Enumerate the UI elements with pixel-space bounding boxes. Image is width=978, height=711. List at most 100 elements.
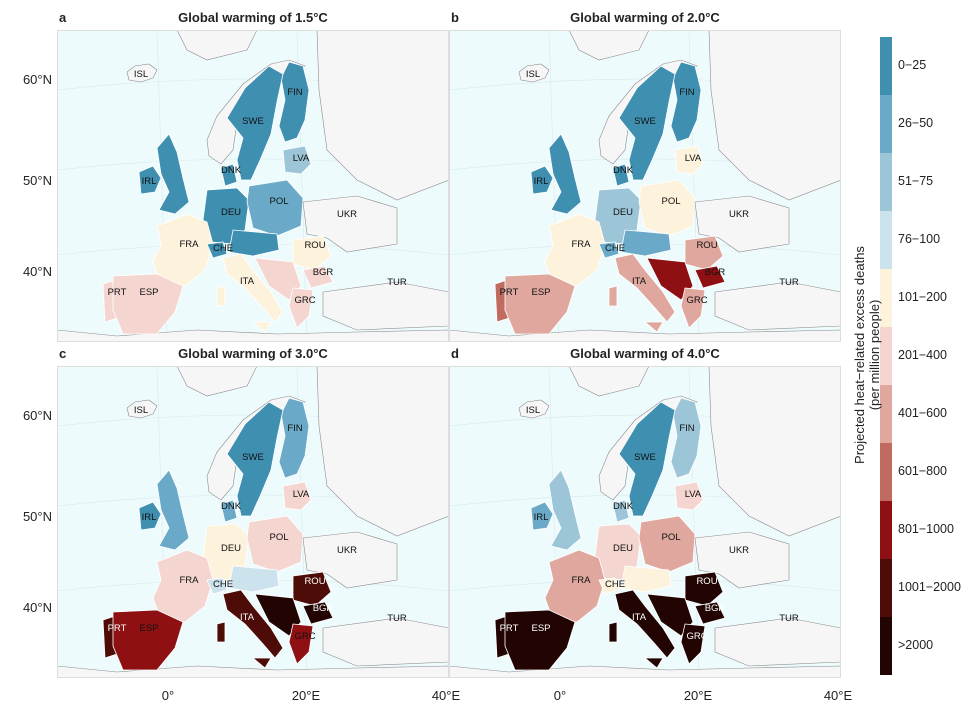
country-label: GRC	[686, 295, 707, 306]
country-che	[228, 229, 280, 257]
country-irl	[138, 501, 162, 531]
country-label: CHE	[605, 579, 625, 590]
country-label: GRC	[686, 631, 707, 642]
map-panel-a: ISL FIN SWE LVA IRL DNK DEU POL UKR FRA CHE ROU BGR I…	[56, 29, 450, 343]
country-esp	[504, 273, 576, 335]
country-label: POL	[661, 196, 680, 207]
legend-label: 101−200	[898, 290, 948, 304]
country-label: SWE	[634, 116, 656, 127]
country-lva	[282, 481, 312, 511]
country-label: DEU	[613, 207, 633, 218]
country-swe	[618, 401, 676, 517]
country-ita	[216, 621, 226, 643]
country-pol	[246, 515, 304, 573]
country-label: TUR	[387, 277, 407, 288]
longitude-label: 40°E	[431, 688, 461, 703]
country-ukr	[694, 195, 790, 253]
country-label: IRL	[534, 512, 549, 523]
country-label: DEU	[221, 543, 241, 554]
country-isl	[126, 399, 158, 419]
country-pol	[638, 179, 696, 237]
country-tur	[322, 281, 450, 331]
country-bgr	[694, 601, 726, 625]
legend-label: 401−600	[898, 406, 948, 420]
panel-letter: b	[451, 10, 459, 25]
legend-swatch	[880, 95, 892, 153]
country-esp	[112, 609, 184, 671]
country-ita	[614, 253, 676, 323]
country-label: FRA	[572, 575, 592, 586]
country-dnk	[220, 499, 238, 523]
legend-title-line1: Projected heat−related excess deaths	[852, 246, 867, 464]
longitude-label: 20°E	[291, 688, 321, 703]
country-label: POL	[661, 532, 680, 543]
country-label: UKR	[729, 209, 749, 220]
country-label: FRA	[572, 239, 592, 250]
legend-swatch	[880, 37, 892, 95]
legend-label: 76−100	[898, 232, 941, 246]
country-dnk	[156, 469, 190, 551]
country-esp	[504, 609, 576, 671]
country-grc	[680, 287, 706, 329]
country-ita	[216, 285, 226, 307]
country-label: GRC	[294, 631, 315, 642]
country-label: DNK	[613, 165, 634, 176]
country-label: DNK	[221, 165, 242, 176]
country-grc	[288, 623, 314, 665]
country-label: TUR	[387, 613, 407, 624]
country-label: SWE	[634, 452, 656, 463]
legend-title-line2: (per million people)	[867, 299, 882, 411]
country-label: UKR	[337, 545, 357, 556]
country-label: TUR	[779, 613, 799, 624]
country-label: DEU	[613, 543, 633, 554]
country-che	[598, 241, 620, 259]
legend-swatch	[880, 153, 892, 211]
country-swe	[618, 65, 676, 181]
panel-title: Global warming of 1.5°C	[178, 10, 328, 25]
country-label: BGR	[705, 267, 726, 278]
country-label: ESP	[531, 623, 550, 634]
country-label: LVA	[685, 153, 702, 164]
legend-swatch	[880, 211, 892, 269]
country-che	[598, 577, 620, 595]
country-isl	[518, 399, 550, 419]
country-fin	[670, 61, 702, 143]
country-label: ITA	[632, 612, 647, 623]
country-label: PRT	[500, 623, 519, 634]
latitude-label: 60°N	[22, 408, 52, 423]
country-che	[206, 241, 228, 259]
country-label: FRA	[180, 239, 200, 250]
country-isl	[126, 63, 158, 83]
country-label: ROU	[304, 576, 325, 587]
country-label: BGR	[313, 267, 334, 278]
country-label: POL	[269, 196, 288, 207]
country-label: FIN	[287, 423, 302, 434]
country-fin	[670, 397, 702, 479]
legend-label: 0−25	[898, 58, 927, 72]
country-dnk	[156, 133, 190, 215]
country-lva	[674, 145, 704, 175]
legend-swatch	[880, 501, 892, 559]
legend-label: >2000	[898, 638, 934, 652]
map-panel-c: ISL FIN SWE LVA IRL DNK DEU POL UKR FRA CHE ROU BGR I…	[56, 365, 450, 679]
country-che	[620, 565, 672, 593]
longitude-label: 20°E	[683, 688, 713, 703]
country-label: ISL	[134, 405, 148, 416]
legend-colorbar	[880, 37, 892, 675]
country-irl	[138, 165, 162, 195]
country-che	[206, 577, 228, 595]
legend-swatch	[880, 385, 892, 443]
latitude-label: 50°N	[22, 173, 52, 188]
panel-letter: c	[59, 346, 67, 361]
country-label: ISL	[526, 69, 540, 80]
country-rou	[684, 235, 724, 271]
panel-letter: a	[59, 10, 67, 25]
country-irl	[530, 501, 554, 531]
panel-frame	[57, 30, 449, 342]
panel-frame	[449, 366, 841, 678]
legend-label: 26−50	[898, 116, 934, 130]
country-label: FIN	[679, 423, 694, 434]
country-dnk	[612, 499, 630, 523]
country-fin	[278, 397, 310, 479]
country-label: ISL	[526, 405, 540, 416]
